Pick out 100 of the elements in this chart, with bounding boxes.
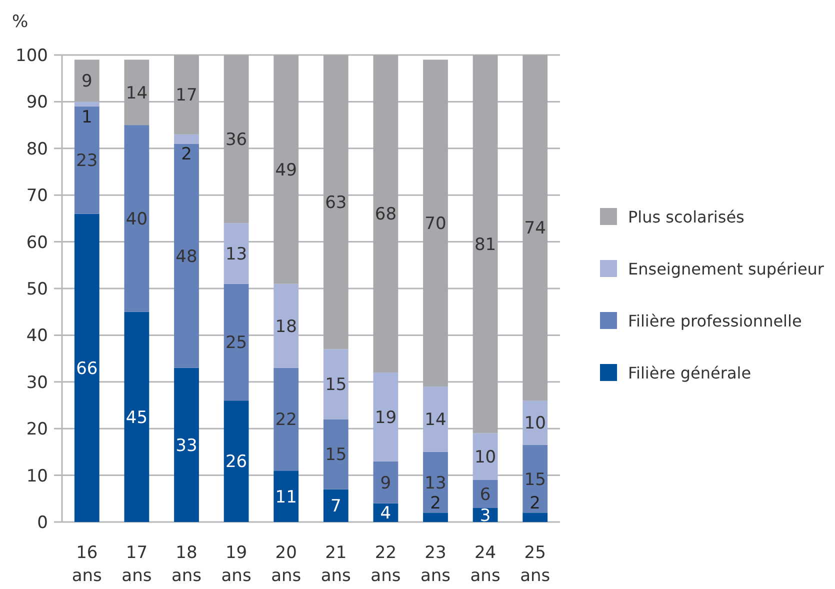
x-tick-label: 22 ans bbox=[370, 543, 401, 586]
bar bbox=[472, 55, 498, 434]
bar bbox=[373, 55, 398, 373]
data-label: 19 bbox=[374, 408, 397, 428]
bar bbox=[274, 368, 299, 471]
data-label: 2 bbox=[181, 144, 192, 165]
data-label: 33 bbox=[176, 436, 198, 456]
legend-label: Enseignement supérieur bbox=[628, 260, 824, 279]
y-tick-label: 70 bbox=[26, 186, 48, 206]
bar bbox=[74, 214, 100, 522]
y-tick-label: 90 bbox=[26, 92, 48, 113]
bar bbox=[74, 106, 100, 214]
data-label: 23 bbox=[76, 151, 98, 172]
bar bbox=[323, 419, 348, 490]
data-label: 81 bbox=[474, 235, 496, 256]
data-label: 26 bbox=[225, 452, 248, 472]
x-tick-label: 24 ans bbox=[470, 543, 500, 586]
data-label: 48 bbox=[176, 246, 198, 267]
y-axis-title: % bbox=[12, 12, 28, 32]
bar bbox=[124, 125, 150, 312]
data-label: 22 bbox=[275, 410, 297, 430]
y-tick-label: 40 bbox=[26, 326, 48, 346]
y-tick-label: 0 bbox=[37, 512, 48, 533]
bar bbox=[323, 55, 348, 350]
y-tick-label: 50 bbox=[26, 279, 48, 300]
data-label: 18 bbox=[275, 316, 297, 337]
data-label: 9 bbox=[81, 72, 92, 92]
bar bbox=[174, 368, 199, 522]
data-label: 15 bbox=[325, 445, 347, 466]
data-label: 25 bbox=[225, 333, 248, 354]
data-label: 14 bbox=[424, 410, 446, 430]
bar bbox=[174, 144, 199, 368]
data-label: 13 bbox=[424, 473, 446, 494]
bar bbox=[224, 284, 249, 401]
x-tick-label: 18 ans bbox=[171, 543, 202, 586]
bar bbox=[124, 312, 150, 522]
data-label: 70 bbox=[424, 214, 446, 234]
data-label: 17 bbox=[176, 86, 198, 106]
x-tick-label: 16 ans bbox=[72, 543, 102, 586]
x-tick-label: 17 ans bbox=[122, 543, 152, 586]
bar bbox=[423, 60, 448, 387]
data-label: 45 bbox=[126, 408, 148, 428]
legend-label: Plus scolarisés bbox=[628, 208, 744, 227]
x-tick-label: 20 ans bbox=[271, 543, 302, 586]
data-label: 36 bbox=[225, 130, 248, 150]
bar bbox=[274, 470, 299, 522]
bar bbox=[174, 134, 199, 144]
data-label: 1 bbox=[81, 107, 92, 128]
data-label: 14 bbox=[126, 83, 148, 104]
x-tick-label: 23 ans bbox=[420, 543, 451, 586]
bar bbox=[224, 55, 249, 224]
bar bbox=[74, 60, 100, 102]
x-tick-label: 25 ans bbox=[520, 543, 550, 586]
data-label: 9 bbox=[380, 473, 392, 494]
bar bbox=[522, 55, 548, 401]
data-label: 7 bbox=[330, 496, 342, 517]
data-label: 68 bbox=[374, 204, 397, 225]
data-label: 63 bbox=[325, 193, 347, 214]
bar bbox=[74, 102, 100, 106]
bar bbox=[224, 400, 249, 522]
bar bbox=[224, 223, 249, 284]
data-label: 2 bbox=[430, 494, 441, 514]
data-label: 10 bbox=[524, 414, 546, 434]
x-tick-label: 21 ans bbox=[320, 543, 352, 586]
data-label: 2 bbox=[530, 494, 541, 514]
data-label: 11 bbox=[275, 487, 297, 508]
bar bbox=[323, 489, 348, 522]
data-label: 3 bbox=[480, 506, 491, 526]
bar bbox=[472, 433, 498, 480]
y-tick-label: 20 bbox=[26, 420, 48, 440]
data-label: 10 bbox=[474, 448, 496, 468]
bar bbox=[174, 55, 199, 134]
x-tick-label: 19 ans bbox=[221, 543, 252, 586]
data-label: 15 bbox=[524, 470, 546, 490]
legend-label: Filière professionnelle bbox=[628, 312, 802, 331]
data-label: 40 bbox=[126, 209, 148, 230]
data-label: 15 bbox=[325, 375, 347, 396]
bar bbox=[423, 512, 448, 522]
data-label: 49 bbox=[275, 160, 297, 180]
data-label: 4 bbox=[380, 504, 392, 524]
bar bbox=[274, 55, 299, 284]
bar bbox=[423, 452, 448, 513]
data-label: 74 bbox=[524, 218, 546, 239]
bar bbox=[522, 444, 548, 513]
bar bbox=[423, 386, 448, 452]
data-label: 13 bbox=[225, 244, 248, 264]
data-label: 6 bbox=[480, 484, 491, 505]
bar bbox=[323, 349, 348, 420]
bar bbox=[373, 372, 398, 462]
y-tick-label: 10 bbox=[26, 466, 48, 486]
y-tick-label: 60 bbox=[26, 232, 48, 253]
bar bbox=[373, 461, 398, 504]
legend-label: Filière générale bbox=[628, 364, 752, 383]
bar bbox=[522, 400, 548, 445]
bar bbox=[274, 284, 299, 368]
y-tick-label: 80 bbox=[26, 139, 48, 160]
bar bbox=[472, 480, 498, 508]
bar bbox=[124, 60, 150, 126]
y-tick-label: 30 bbox=[26, 372, 48, 393]
y-tick-label: 100 bbox=[16, 46, 48, 66]
